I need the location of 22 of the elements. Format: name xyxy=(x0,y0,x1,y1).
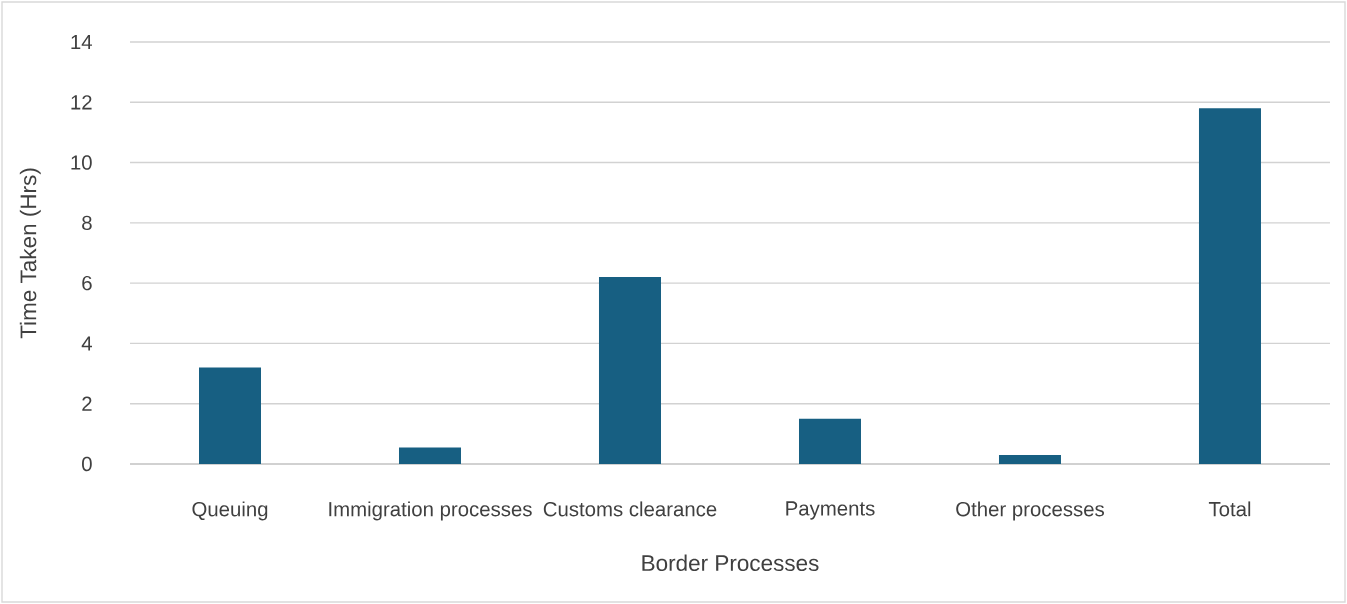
y-tick-label: 0 xyxy=(82,456,92,472)
y-tick-label: 4 xyxy=(81,336,92,351)
x-tick-label: Other processes xyxy=(956,501,1105,521)
y-axis-title: Time Taken (Hrs) xyxy=(19,168,41,339)
bar xyxy=(598,277,661,464)
bar xyxy=(998,454,1061,464)
y-tick-label: 14 xyxy=(71,34,92,50)
y-tick-label: 6 xyxy=(82,275,92,291)
x-tick-label: Immigration processes xyxy=(329,501,532,521)
bar xyxy=(1198,108,1261,464)
y-tick-label: 10 xyxy=(71,155,92,170)
x-tick-label: Payments xyxy=(786,501,875,520)
bar xyxy=(798,418,861,464)
y-tick-label: 2 xyxy=(82,396,92,411)
x-axis-title: Border Processes xyxy=(642,554,819,572)
bar xyxy=(199,367,261,464)
x-tick-label: Total xyxy=(1208,501,1251,517)
y-tick-label: 12 xyxy=(71,95,92,110)
x-tick-label: Queuing xyxy=(192,501,268,521)
x-tick-label: Customs clearance xyxy=(543,501,717,517)
bar xyxy=(398,447,461,464)
y-tick-label: 8 xyxy=(82,215,92,231)
